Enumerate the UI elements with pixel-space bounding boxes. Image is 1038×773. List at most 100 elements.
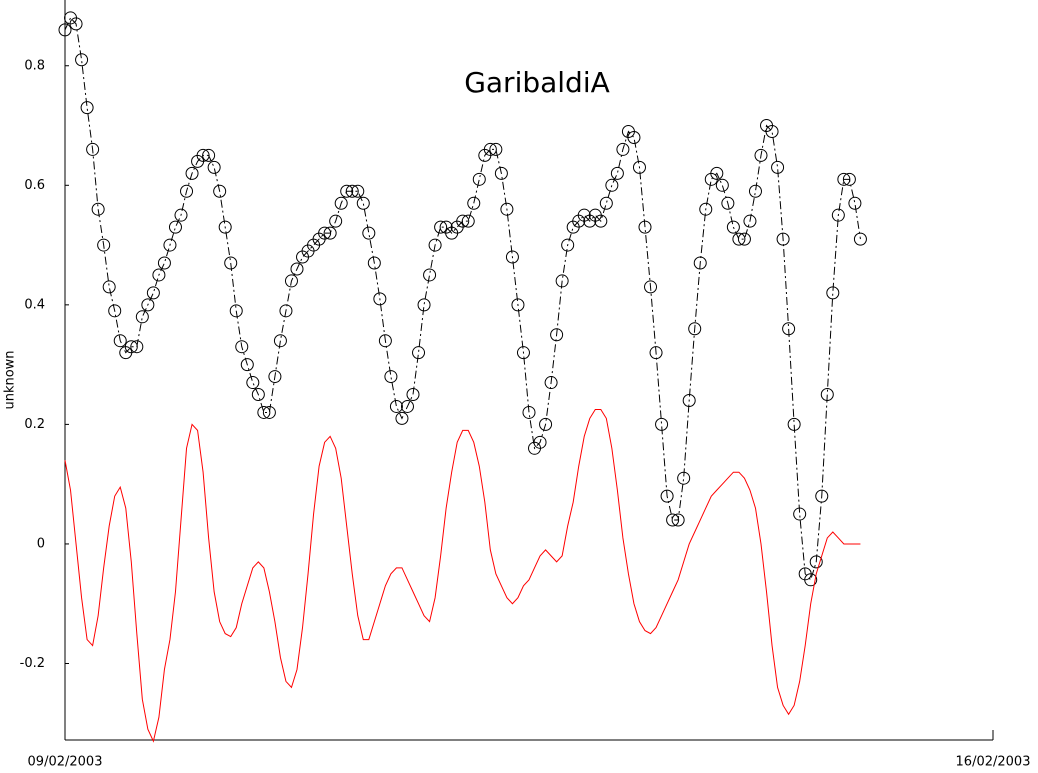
marker (185, 166, 199, 180)
y-tick-label: -0.2 (20, 656, 45, 671)
marker (831, 208, 845, 222)
marker (318, 226, 332, 240)
marker (699, 202, 713, 216)
marker (693, 256, 707, 270)
marker (240, 358, 254, 372)
marker (406, 388, 420, 402)
marker (771, 160, 785, 174)
marker (550, 328, 564, 342)
marker (218, 220, 232, 234)
marker (279, 304, 293, 318)
marker (644, 280, 658, 294)
marker (505, 250, 519, 264)
marker (533, 435, 547, 449)
marker (638, 220, 652, 234)
marker (677, 471, 691, 485)
marker (108, 304, 122, 318)
marker (351, 184, 365, 198)
marker (820, 388, 834, 402)
marker (273, 334, 287, 348)
marker (362, 226, 376, 240)
marker (329, 214, 343, 228)
marker (224, 256, 238, 270)
marker (737, 232, 751, 246)
series-line (64, 408, 861, 743)
marker (710, 166, 724, 180)
marker (815, 489, 829, 503)
marker (323, 226, 337, 240)
marker (152, 268, 166, 282)
marker (561, 238, 575, 252)
marker (246, 376, 260, 390)
chart-title: GaribaldiA (464, 66, 610, 99)
marker (732, 232, 746, 246)
marker (86, 142, 100, 156)
marker (196, 148, 210, 162)
marker (251, 388, 265, 402)
marker (213, 184, 227, 198)
marker (434, 220, 448, 234)
marker (599, 196, 613, 210)
marker (284, 274, 298, 288)
marker (511, 298, 525, 312)
marker (787, 417, 801, 431)
marker (384, 370, 398, 384)
marker (809, 555, 823, 569)
marker (782, 322, 796, 336)
marker (91, 202, 105, 216)
marker (290, 262, 304, 276)
marker (721, 196, 735, 210)
marker (500, 202, 514, 216)
marker (456, 214, 470, 228)
marker (75, 53, 89, 67)
marker (229, 304, 243, 318)
marker (688, 322, 702, 336)
marker (97, 238, 111, 252)
marker (544, 376, 558, 390)
marker (257, 405, 271, 419)
marker (539, 417, 553, 431)
marker (180, 184, 194, 198)
marker (842, 172, 856, 186)
marker (235, 340, 249, 354)
marker (715, 178, 729, 192)
marker (666, 513, 680, 527)
marker (472, 172, 486, 186)
series-line (64, 17, 861, 581)
marker (262, 405, 276, 419)
marker (489, 142, 503, 156)
marker (356, 196, 370, 210)
marker (141, 298, 155, 312)
marker (146, 286, 160, 300)
marker (400, 399, 414, 413)
marker (594, 214, 608, 228)
marker (417, 298, 431, 312)
marker (461, 214, 475, 228)
x-tick-label: 16/02/2003 (956, 755, 1031, 770)
marker (743, 214, 757, 228)
y-tick-label: 0.4 (24, 297, 45, 312)
y-tick-label: 0.6 (24, 178, 45, 193)
marker (655, 417, 669, 431)
marker (389, 399, 403, 413)
marker (428, 238, 442, 252)
marker (754, 148, 768, 162)
marker (660, 489, 674, 503)
marker (467, 196, 481, 210)
marker (555, 274, 569, 288)
marker (682, 393, 696, 407)
marker (423, 268, 437, 282)
marker (649, 346, 663, 360)
marker (632, 160, 646, 174)
y-tick-label: 0 (37, 536, 45, 551)
marker (671, 513, 685, 527)
marker (135, 310, 149, 324)
marker (765, 125, 779, 139)
y-tick-label: 0.8 (24, 58, 45, 73)
marker (157, 256, 171, 270)
marker (726, 220, 740, 234)
y-axis-label: unknown (3, 350, 18, 409)
marker (837, 172, 851, 186)
marker (174, 208, 188, 222)
